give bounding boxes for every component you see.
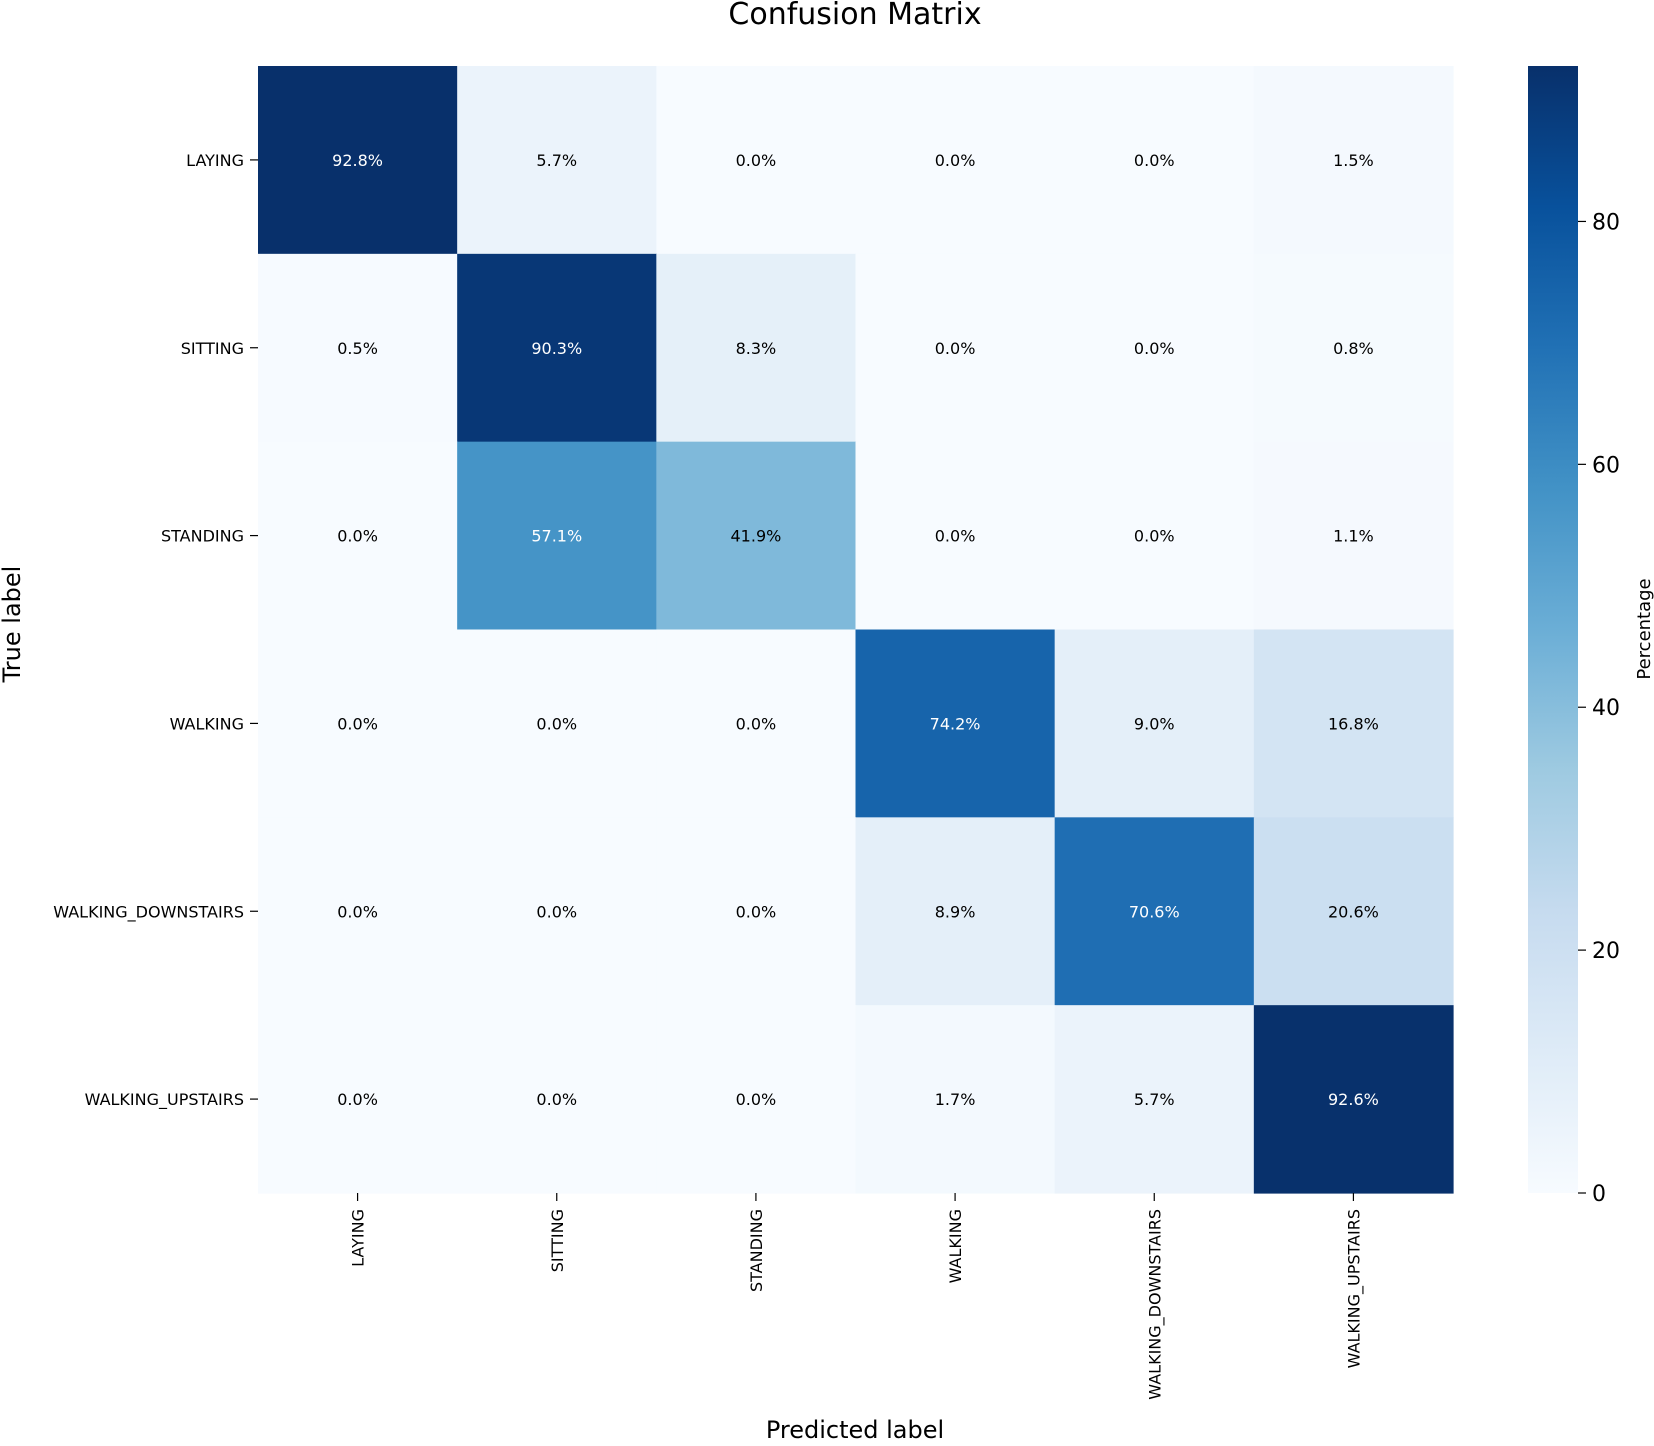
heatmap-cell [1253,253,1454,443]
heatmap-cell [1054,253,1255,443]
cell-value-label: 57.1% [531,527,582,546]
cell-value-label: 74.2% [930,714,981,733]
x-tick-label: WALKING [946,1209,965,1283]
x-axis-label: Predicted label [766,1416,944,1444]
x-tick-labels: LAYING SITTING STANDING WALKING WALKING_DOWN… [349,1193,1364,1400]
heatmap-cells: 92.8% 5.7% 0.0% 0.0% 0.0% 1.5% 0.5% 90.3% 8.3% 0.… [258,66,1454,1194]
cell-value-label: 0.0% [1134,339,1175,358]
x-tick-label: LAYING [349,1209,368,1267]
cell-value-label: 0.0% [337,527,378,546]
cell-value-label: 0.5% [337,339,378,358]
cell-value-label: 0.0% [536,714,577,733]
y-tick-labels: LAYING SITTING STANDING WALKING WALKING_DOWN… [53,151,258,1110]
cell-value-label: 90.3% [531,339,582,358]
heatmap-cell [1054,1005,1255,1194]
cell-value-label: 70.6% [1129,902,1180,921]
heatmap-cell [457,253,657,443]
heatmap-cell [457,817,657,1006]
cell-value-label: 0.0% [536,902,577,921]
cell-value-label: 0.0% [736,714,777,733]
y-tick-label: WALKING [170,714,244,733]
heatmap-cell [1253,817,1454,1006]
cell-value-label: 8.9% [935,902,976,921]
heatmap-cell [855,817,1056,1006]
x-tick-label: WALKING_UPSTAIRS [1344,1209,1364,1368]
heatmap-cell [258,441,458,631]
cell-value-label: 5.7% [536,151,577,170]
heatmap-cell [457,66,657,255]
cell-value-label: 92.8% [332,151,383,170]
y-tick-label: STANDING [161,527,244,546]
heatmap-cell [1054,441,1255,631]
x-tick-label: WALKING_DOWNSTAIRS [1145,1209,1165,1400]
colorbar-label: Percentage [1634,578,1654,679]
heatmap-cell [656,1005,857,1194]
cell-value-label: 92.6% [1328,1090,1379,1109]
heatmap-cell [656,629,857,818]
heatmap-cell [855,441,1056,631]
heatmap-cell [258,1005,458,1194]
cell-value-label: 1.7% [935,1090,976,1109]
cell-value-label: 8.3% [736,339,777,358]
heatmap-cell [656,253,857,443]
cell-value-label: 0.0% [736,902,777,921]
heatmap-cell [855,253,1056,443]
heatmap-cell [457,1005,657,1194]
heatmap-cell [1253,1005,1454,1194]
heatmap-cell [656,441,857,631]
chart-title: Confusion Matrix [728,0,981,32]
heatmap-cell [258,66,458,255]
y-axis-label: True label [0,566,26,684]
cell-value-label: 0.0% [1134,151,1175,170]
cell-value-label: 0.0% [1134,527,1175,546]
heatmap-cell [855,66,1056,255]
colorbar-ticks: 0 20 40 60 80 [1578,210,1620,1207]
cell-value-label: 9.0% [1134,714,1175,733]
heatmap-cell [457,629,657,818]
heatmap-cell [1253,629,1454,818]
colorbar [1528,66,1578,1193]
heatmap-cell [1253,66,1454,255]
colorbar-tick-label: 20 [1592,939,1620,964]
colorbar-tick-label: 0 [1592,1182,1606,1207]
x-tick-label: SITTING [548,1209,567,1272]
colorbar-tick-label: 40 [1592,696,1620,721]
cell-value-label: 0.0% [935,527,976,546]
cell-value-label: 16.8% [1328,714,1379,733]
cell-value-label: 0.8% [1333,339,1374,358]
x-tick-label: STANDING [747,1209,766,1292]
cell-value-label: 0.0% [337,714,378,733]
heatmap-cell [656,66,857,255]
heatmap-cell [855,629,1056,818]
cell-value-label: 20.6% [1328,902,1379,921]
cell-value-label: 0.0% [536,1090,577,1109]
heatmap-cell [855,1005,1056,1194]
y-tick-label: SITTING [181,339,244,358]
cell-value-label: 0.0% [736,1090,777,1109]
y-tick-label: WALKING_DOWNSTAIRS [53,902,244,922]
cell-value-label: 0.0% [337,902,378,921]
cell-value-label: 0.0% [736,151,777,170]
y-tick-label: LAYING [186,151,244,170]
cell-value-label: 1.1% [1333,527,1374,546]
colorbar-tick-label: 60 [1592,453,1620,478]
cell-value-label: 5.7% [1134,1090,1175,1109]
colorbar-tick-label: 80 [1592,210,1620,235]
y-tick-label: WALKING_UPSTAIRS [85,1090,244,1110]
cell-value-label: 0.0% [935,151,976,170]
cell-value-label: 0.0% [935,339,976,358]
heatmap-cell [258,817,458,1006]
heatmap-cell [1253,441,1454,631]
heatmap-cell [1054,629,1255,818]
cell-value-label: 41.9% [731,527,782,546]
heatmap-cell [1054,66,1255,255]
cell-value-label: 1.5% [1333,151,1374,170]
heatmap-cell [656,817,857,1006]
cell-value-label: 0.0% [337,1090,378,1109]
heatmap-cell [457,441,657,631]
heatmap-cell [258,253,458,443]
heatmap-cell [1054,817,1255,1006]
heatmap-cell [258,629,458,818]
